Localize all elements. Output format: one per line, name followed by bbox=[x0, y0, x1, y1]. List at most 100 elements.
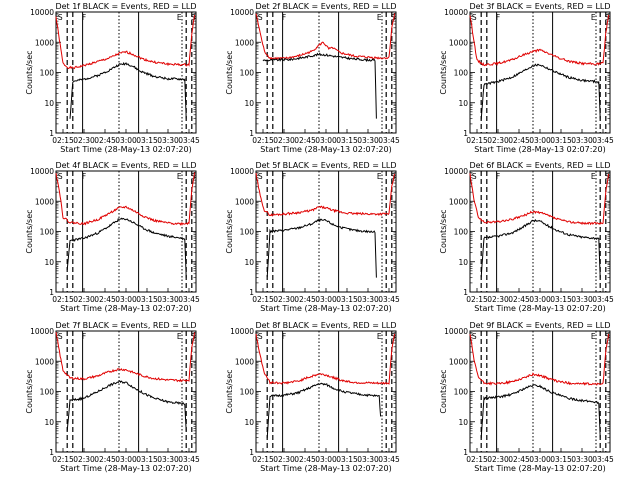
y-tick-label: 1 bbox=[49, 448, 54, 457]
y-tick-label: 1000 bbox=[449, 38, 468, 47]
y-tick-label: 1000 bbox=[235, 357, 254, 366]
chart-title: Det 6f BLACK = Events, RED = LLD bbox=[469, 161, 610, 170]
x-tick-label: 03:30 bbox=[571, 136, 593, 145]
y-tick-label: 10000 bbox=[444, 327, 468, 336]
y-axis-label: Counts/sec bbox=[439, 209, 448, 253]
phase-marker-label: E bbox=[177, 172, 182, 181]
phase-marker-label: S bbox=[391, 332, 396, 341]
x-tick-label: 03:15 bbox=[136, 455, 158, 464]
events-series-line bbox=[480, 63, 601, 120]
events-series-line bbox=[480, 384, 601, 439]
x-tick-label: 02:45 bbox=[94, 455, 116, 464]
x-tick-label: 03:15 bbox=[336, 136, 358, 145]
plot-frame bbox=[55, 170, 197, 293]
y-tick-label: 10000 bbox=[230, 167, 254, 176]
y-tick-label: 1 bbox=[249, 448, 254, 457]
y-tick-label: 1000 bbox=[35, 38, 54, 47]
y-tick-label: 10000 bbox=[30, 167, 54, 176]
y-tick-label: 1 bbox=[49, 129, 54, 138]
events-series-line bbox=[66, 217, 187, 278]
x-tick-label: 03:45 bbox=[378, 295, 400, 304]
x-tick-label: 03:15 bbox=[136, 136, 158, 145]
phase-marker-label: S bbox=[191, 332, 196, 341]
x-tick-label: 03:00 bbox=[115, 455, 137, 464]
y-tick-label: 1 bbox=[463, 129, 468, 138]
x-axis-label: Start Time (28-May-13 02:07:20) bbox=[60, 145, 191, 154]
x-tick-label: 02:30 bbox=[73, 136, 95, 145]
lld-series-line bbox=[255, 172, 396, 217]
x-tick-label: 02:30 bbox=[73, 455, 95, 464]
events-series-line bbox=[66, 380, 187, 431]
x-tick-label: 03:00 bbox=[115, 295, 137, 304]
chart-panel: Det 1f BLACK = Events, RED = LLD 1 10 100 10… bbox=[25, 2, 200, 154]
chart-panel: Det 3f BLACK = Events, RED = LLD 1 10 100 10… bbox=[439, 2, 614, 154]
x-tick-label: 02:15 bbox=[52, 136, 74, 145]
x-tick-label: 02:15 bbox=[466, 295, 488, 304]
chart-panel: Det 5f BLACK = Events, RED = LLD 1 10 100 10… bbox=[225, 161, 400, 313]
y-tick-label: 1000 bbox=[35, 357, 54, 366]
y-tick-label: 100 bbox=[454, 228, 469, 237]
plot-frame bbox=[255, 170, 397, 293]
phase-marker-label: F bbox=[496, 332, 500, 341]
phase-marker-label: F bbox=[82, 332, 86, 341]
y-tick-label: 1000 bbox=[35, 197, 54, 206]
plot-frame bbox=[55, 330, 197, 453]
phase-marker-label: S bbox=[58, 172, 63, 181]
chart-title: Det 8f BLACK = Events, RED = LLD bbox=[255, 321, 396, 330]
x-tick-label: 03:30 bbox=[571, 295, 593, 304]
phase-marker-label: E bbox=[177, 13, 182, 22]
x-axis-label: Start Time (28-May-13 02:07:20) bbox=[474, 304, 605, 313]
phase-marker-label: S bbox=[191, 172, 196, 181]
phase-marker-label: F bbox=[282, 13, 286, 22]
phase-marker-label: S bbox=[605, 332, 610, 341]
x-tick-label: 02:45 bbox=[508, 455, 530, 464]
chart-panel: Det 4f BLACK = Events, RED = LLD 1 10 100 10… bbox=[25, 161, 200, 313]
x-tick-label: 02:15 bbox=[52, 455, 74, 464]
lld-series-line bbox=[255, 13, 396, 61]
x-tick-label: 03:00 bbox=[315, 136, 337, 145]
x-tick-label: 03:30 bbox=[357, 455, 379, 464]
y-tick-label: 100 bbox=[40, 388, 55, 397]
x-axis-label: Start Time (28-May-13 02:07:20) bbox=[60, 304, 191, 313]
phase-marker-label: E bbox=[377, 332, 382, 341]
y-tick-label: 100 bbox=[40, 228, 55, 237]
phase-marker-label: E bbox=[591, 172, 596, 181]
x-tick-label: 02:45 bbox=[294, 455, 316, 464]
x-tick-label: 03:30 bbox=[571, 455, 593, 464]
y-tick-label: 100 bbox=[240, 228, 255, 237]
x-tick-label: 02:30 bbox=[273, 455, 295, 464]
x-tick-label: 03:15 bbox=[136, 295, 158, 304]
y-tick-label: 100 bbox=[454, 69, 469, 78]
chart-panel: Det 2f BLACK = Events, RED = LLD 1 10 100 10… bbox=[225, 2, 400, 154]
x-tick-label: 03:00 bbox=[529, 455, 551, 464]
plot-frame bbox=[469, 11, 611, 134]
x-tick-label: 02:45 bbox=[294, 136, 316, 145]
lld-series-line bbox=[469, 14, 610, 67]
chart-title: Det 5f BLACK = Events, RED = LLD bbox=[255, 161, 396, 170]
phase-marker-label: S bbox=[472, 172, 477, 181]
plot-frame bbox=[469, 330, 611, 453]
x-tick-label: 03:45 bbox=[592, 136, 614, 145]
lld-series-line bbox=[55, 172, 196, 226]
chart-title: Det 2f BLACK = Events, RED = LLD bbox=[255, 2, 396, 11]
x-axis-label: Start Time (28-May-13 02:07:20) bbox=[260, 464, 391, 473]
y-tick-label: 10000 bbox=[30, 327, 54, 336]
x-tick-label: 03:15 bbox=[336, 455, 358, 464]
y-axis-label: Counts/sec bbox=[439, 50, 448, 94]
y-axis-label: Counts/sec bbox=[225, 369, 234, 413]
phase-marker-label: S bbox=[472, 332, 477, 341]
x-tick-label: 02:45 bbox=[94, 295, 116, 304]
y-tick-label: 100 bbox=[240, 388, 255, 397]
x-tick-label: 02:30 bbox=[273, 136, 295, 145]
x-tick-label: 02:45 bbox=[94, 136, 116, 145]
x-tick-label: 02:30 bbox=[273, 295, 295, 304]
y-tick-label: 10000 bbox=[444, 8, 468, 17]
phase-marker-label: E bbox=[377, 13, 382, 22]
phase-marker-label: S bbox=[258, 172, 263, 181]
phase-marker-label: F bbox=[82, 13, 86, 22]
y-tick-label: 10 bbox=[458, 99, 468, 108]
chart-title: Det 9f BLACK = Events, RED = LLD bbox=[469, 321, 610, 330]
events-series-line bbox=[266, 382, 382, 438]
x-tick-label: 03:45 bbox=[178, 295, 200, 304]
y-axis-label: Counts/sec bbox=[225, 209, 234, 253]
